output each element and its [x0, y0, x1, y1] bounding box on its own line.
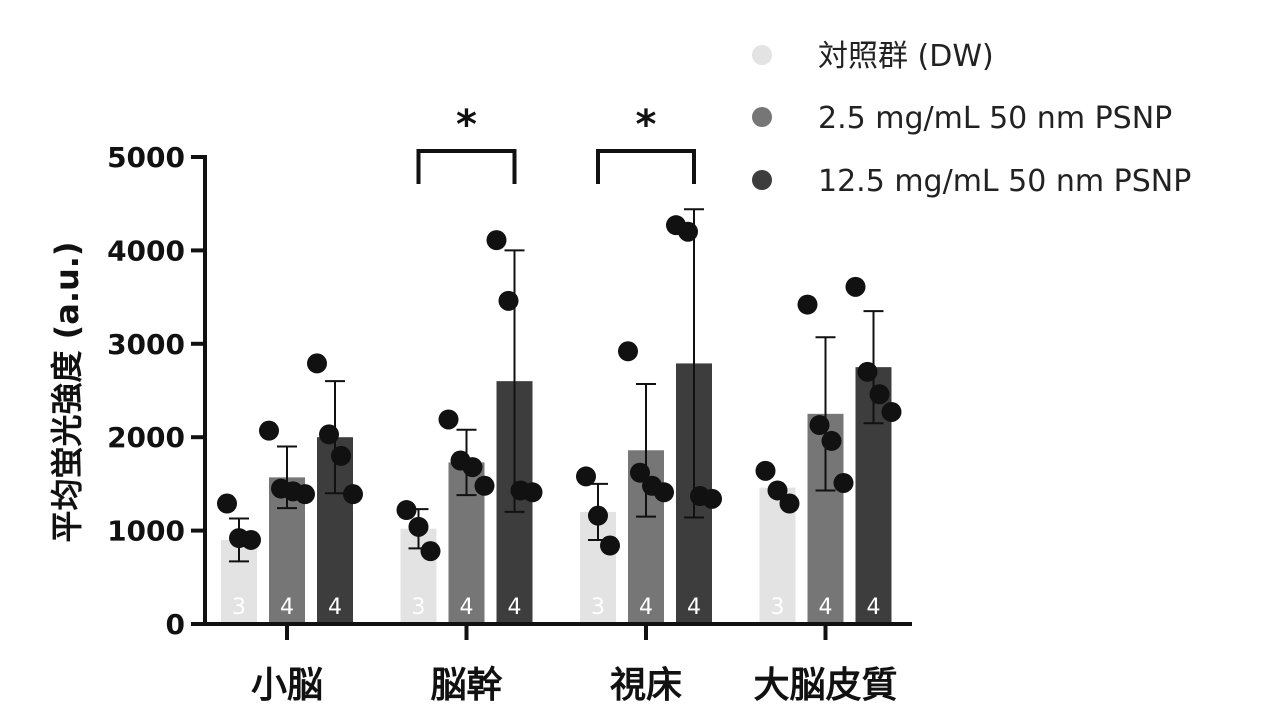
plot-area: 3 3 3 3 4 4 4 4 4 4 4 4 0 1000 2000 3000 4000 5000 小脳 脳幹 視床 大… [107, 102, 912, 706]
y-tick-label: 5000 [107, 141, 185, 174]
data-point [678, 221, 698, 242]
sample-size-label: 3 [232, 595, 246, 620]
legend-marker [752, 45, 772, 65]
y-tick-label: 3000 [107, 328, 185, 361]
y-tick-label: 1000 [107, 515, 185, 548]
data-point [767, 480, 788, 501]
sample-size-label: 4 [819, 595, 833, 620]
data-point [755, 460, 776, 481]
legend-marker [752, 107, 772, 127]
data-point [522, 482, 543, 503]
data-point [845, 276, 866, 297]
data-point [821, 430, 842, 451]
legend-label: 12.5 mg/mL 50 nm PSNP [818, 164, 1191, 199]
x-category-label: 視床 [610, 665, 682, 706]
sample-size-label: 3 [771, 595, 785, 620]
significance-bracket [416, 149, 517, 184]
data-point [462, 457, 483, 478]
sample-size-label: 4 [460, 595, 474, 620]
legend-label: 2.5 mg/mL 50 nm PSNP [818, 101, 1172, 136]
data-point [654, 482, 674, 503]
data-point [702, 488, 722, 509]
sample-size-label: 4 [280, 595, 294, 620]
sample-size-label: 4 [867, 595, 881, 620]
sample-size-label: 4 [508, 595, 522, 620]
data-point [600, 535, 620, 556]
data-point [474, 475, 495, 496]
data-point [217, 493, 237, 514]
x-category-label: 脳幹 [430, 664, 503, 706]
data-point [259, 420, 279, 441]
y-tick-label: 4000 [107, 234, 185, 267]
data-point [630, 462, 650, 483]
data-point [779, 493, 800, 514]
data-point [241, 529, 261, 550]
data-point [809, 415, 830, 436]
data-point [408, 516, 429, 537]
data-point [307, 353, 327, 374]
y-axis-label: 平均蛍光強度 (a.u.) [48, 241, 86, 542]
data-point [576, 466, 596, 487]
sample-size-label: 3 [591, 595, 605, 620]
data-point [319, 424, 339, 445]
data-point [618, 341, 638, 362]
data-point [486, 230, 507, 251]
data-point [797, 294, 818, 315]
data-point [420, 541, 441, 562]
legend-label: 対照群 (DW) [818, 39, 994, 74]
sample-size-label: 3 [412, 595, 426, 620]
significance-marker: * [636, 102, 657, 148]
sample-size-label: 4 [687, 595, 701, 620]
data-point [438, 409, 459, 430]
data-point [498, 290, 519, 311]
legend: 対照群 (DW) 2.5 mg/mL 50 nm PSNP 12.5 mg/mL 5… [752, 39, 1191, 199]
sample-size-label: 4 [639, 595, 653, 620]
data-point [881, 401, 902, 422]
data-point [331, 445, 351, 466]
sample-size-label: 4 [328, 595, 342, 620]
data-point [343, 484, 363, 505]
data-point [857, 361, 878, 382]
y-tick-label: 0 [166, 608, 185, 641]
legend-marker [752, 170, 772, 190]
significance-marker: * [456, 102, 477, 148]
data-point [396, 500, 417, 521]
y-tick-label: 2000 [107, 421, 185, 454]
significance-bracket [596, 149, 696, 184]
x-category-label: 大脳皮質 [753, 665, 897, 706]
x-category-label: 小脳 [251, 665, 323, 706]
data-point [588, 505, 608, 526]
data-point [295, 484, 315, 505]
data-point [833, 472, 854, 493]
data-point [869, 384, 890, 405]
